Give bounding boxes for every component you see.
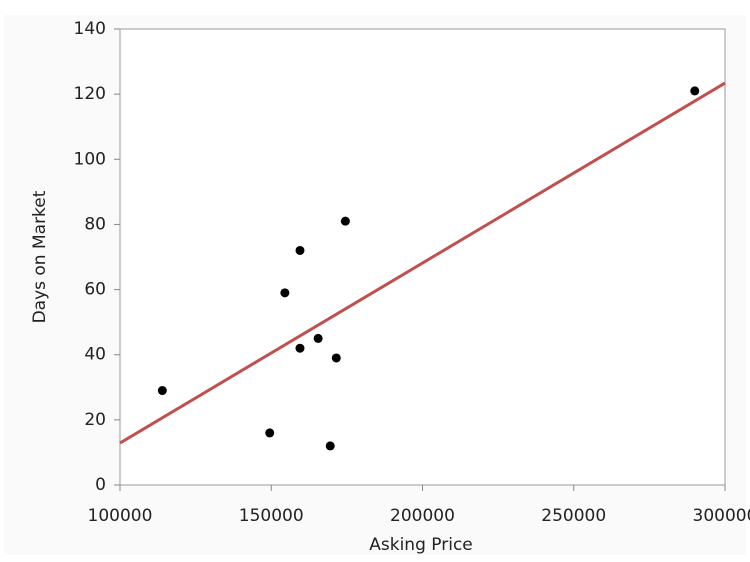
point (325, 441, 335, 451)
y-tick-label: 0 (95, 475, 106, 495)
point (295, 343, 305, 353)
y-tick-label: 80 (84, 214, 106, 234)
x-tick-label: 250000 (541, 506, 606, 526)
x-axis-label: Asking Price (369, 535, 473, 555)
x-tick-label: 200000 (390, 506, 455, 526)
y-tick-label: 120 (74, 84, 106, 104)
plot-frame (119, 28, 726, 486)
trend-line (119, 81, 726, 445)
point (690, 86, 700, 96)
y-tick-label: 140 (74, 19, 106, 39)
y-axis-label: Days on Market (30, 190, 50, 323)
point (157, 386, 167, 396)
x-tick-label: 150000 (239, 506, 304, 526)
y-tick-label: 100 (74, 149, 106, 169)
y-tick-label: 60 (84, 280, 106, 300)
point (331, 353, 341, 363)
point (265, 428, 275, 438)
point (280, 288, 290, 298)
point (295, 245, 305, 255)
point (340, 216, 350, 226)
x-tick-label: 100000 (88, 506, 153, 526)
y-tick-label: 20 (84, 410, 106, 430)
y-tick-label: 40 (84, 345, 106, 365)
x-tick-label: 300000 (693, 506, 750, 526)
point (313, 333, 323, 343)
